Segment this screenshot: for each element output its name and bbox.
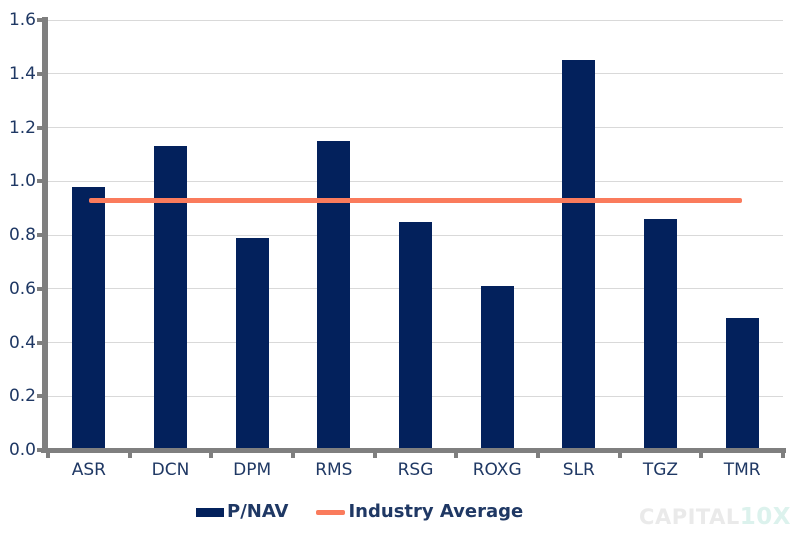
x-tick-mark-1 <box>127 453 132 458</box>
x-tick-mark-2 <box>209 453 214 458</box>
bar-ASR <box>72 186 106 450</box>
y-tick-label-1.2: 1.2 <box>8 117 36 138</box>
bar-RMS <box>317 140 351 450</box>
y-axis-line <box>42 17 48 453</box>
y-tick-label-0.6: 0.6 <box>8 278 36 299</box>
gridline-1.4 <box>48 73 783 75</box>
bar-TMR <box>725 318 759 450</box>
x-tick-label-TMR: TMR <box>723 460 761 480</box>
x-tick-mark-9 <box>781 453 785 458</box>
bar-DCN <box>154 146 187 450</box>
x-tick-label-SLR: SLR <box>562 460 595 480</box>
industry-average-line <box>88 197 743 203</box>
x-tick-mark-7 <box>617 453 622 458</box>
y-tick-mark-1.6 <box>37 18 42 22</box>
x-tick-label-DPM: DPM <box>233 460 272 480</box>
watermark-10x-text: 10X <box>739 504 791 530</box>
bar-SLR <box>562 60 596 450</box>
y-tick-label-0.0: 0.0 <box>8 440 36 460</box>
y-tick-label-1.0: 1.0 <box>8 171 36 192</box>
x-tick-label-DCN: DCN <box>151 460 190 480</box>
y-tick-mark-0.0 <box>37 448 42 452</box>
legend: P/NAV Industry Average <box>196 501 523 523</box>
y-tick-mark-0.8 <box>37 233 42 237</box>
bar-ROXG <box>480 286 514 450</box>
pnav-legend-swatch-icon <box>196 507 224 517</box>
x-tick-mark-5 <box>454 453 459 458</box>
x-tick-label-RMS: RMS <box>315 460 353 480</box>
y-tick-mark-0.6 <box>37 286 42 291</box>
x-tick-label-ASR: ASR <box>71 460 106 480</box>
bar-RSG <box>399 221 432 450</box>
gridline-1.2 <box>48 127 783 128</box>
y-tick-mark-1.0 <box>37 179 42 184</box>
watermark-capital-text: CAPITAL <box>639 505 740 529</box>
gridline-1.0 <box>48 180 783 182</box>
x-tick-mark-8 <box>699 453 704 458</box>
x-tick-mark-3 <box>291 453 295 458</box>
x-tick-label-TGZ: TGZ <box>642 460 679 480</box>
x-tick-mark-4 <box>372 453 377 458</box>
y-tick-mark-0.4 <box>37 340 42 345</box>
y-tick-label-0.2: 0.2 <box>8 386 36 407</box>
x-axis-line <box>41 448 786 453</box>
y-tick-mark-0.2 <box>37 394 42 399</box>
x-tick-label-RSG: RSG <box>397 460 434 480</box>
bar-DPM <box>235 237 269 450</box>
y-tick-mark-1.2 <box>37 125 42 130</box>
x-tick-label-ROXG: ROXG <box>472 460 522 480</box>
x-tick-mark-0 <box>46 453 50 458</box>
y-tick-label-1.4: 1.4 <box>8 63 36 84</box>
y-tick-label-0.4: 0.4 <box>8 332 36 353</box>
y-tick-mark-1.4 <box>37 71 42 76</box>
y-tick-label-0.8: 0.8 <box>8 225 36 245</box>
pnav-legend-label: P/NAV <box>227 501 289 522</box>
y-tick-label-1.6: 1.6 <box>8 10 36 30</box>
industry-average-legend-label: Industry Average <box>348 501 524 522</box>
capital10x-watermark: CAPITAL10X <box>639 504 791 530</box>
gridline-1.6 <box>48 19 783 21</box>
bar-TGZ <box>644 218 677 450</box>
x-tick-mark-6 <box>536 453 540 458</box>
industry-average-legend-line-icon <box>316 509 346 515</box>
